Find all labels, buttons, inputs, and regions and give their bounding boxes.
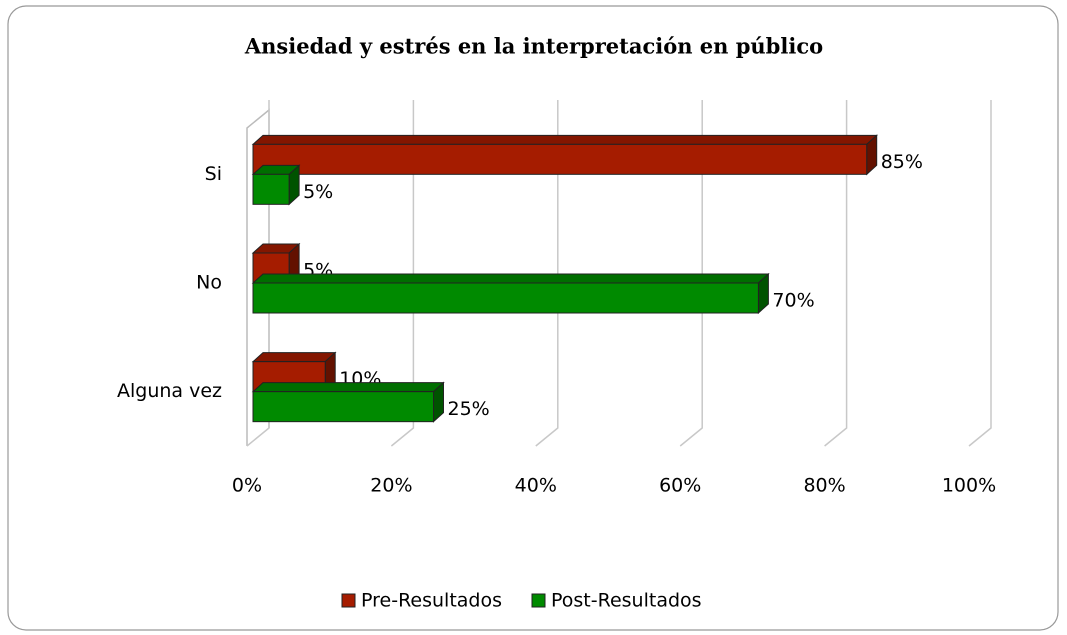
grid-line [246,100,270,447]
x-tick-label: 100% [942,475,996,497]
x-tick-label: 40% [515,475,557,497]
legend-swatch [531,593,546,608]
x-tick-label: 0% [232,475,262,497]
bar [251,164,301,206]
legend-label: Post-Resultados [551,590,702,612]
grid-line [390,100,415,447]
grid-line [535,100,559,447]
chart-title: Ansiedad y estrés en la interpretación e… [244,34,823,59]
data-label: 5% [303,181,333,203]
data-label: 85% [881,151,923,173]
data-label: 70% [772,290,814,312]
chart-border [7,5,1059,631]
grid-line [968,100,992,447]
grid-line [824,100,848,447]
data-label: 25% [448,398,490,420]
bar [251,381,445,423]
legend-label: Pre-Resultados [361,590,502,612]
legend-swatch [341,593,356,608]
bar [251,134,879,176]
grid-line [679,100,703,447]
x-tick-label: 80% [803,475,845,497]
x-tick-label: 60% [659,475,701,497]
y-tick-label: No [196,272,222,294]
y-tick-label: Si [205,163,222,185]
y-tick-label: Alguna vez [117,380,222,402]
bar [251,272,770,315]
x-tick-label: 20% [370,475,412,497]
